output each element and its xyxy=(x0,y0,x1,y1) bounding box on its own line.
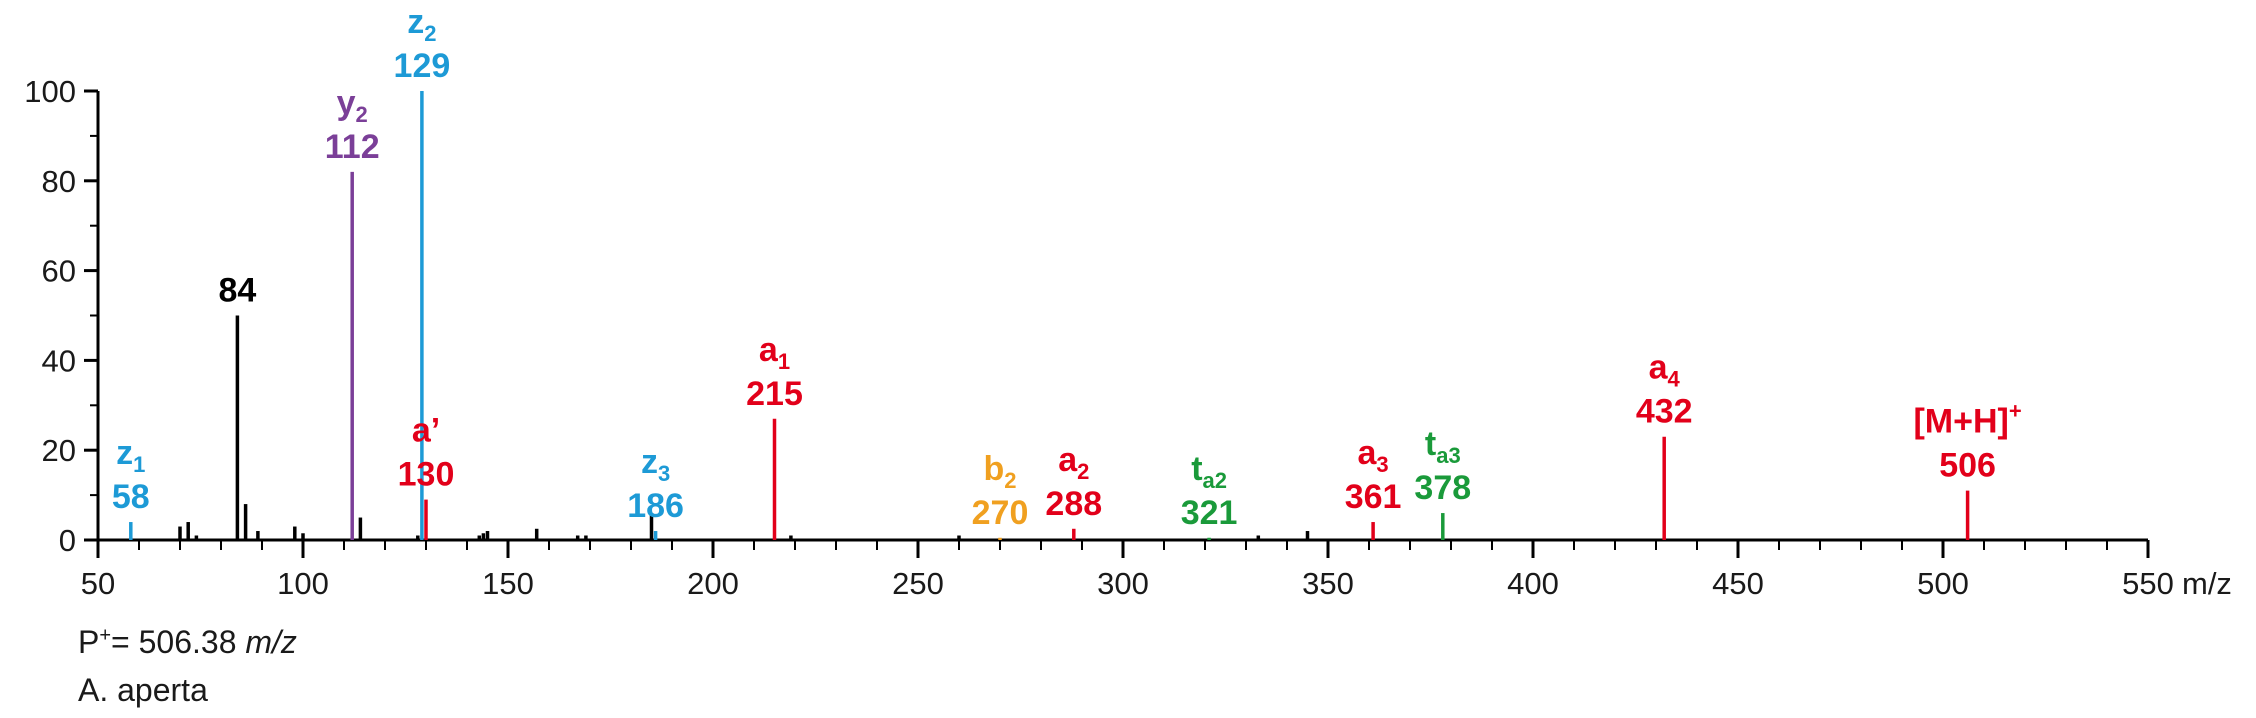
x-axis-label: m/z xyxy=(2182,566,2232,601)
y-tick-label: 60 xyxy=(42,254,76,289)
x-tick-label: 50 xyxy=(81,566,115,601)
peak-ion-361: a3 xyxy=(1358,434,1389,477)
precursor-unit: m/z xyxy=(245,624,297,660)
peak-ion-378: ta3 xyxy=(1425,425,1461,468)
x-tick-label: 550 xyxy=(2122,566,2174,601)
peak-value-270: 270 xyxy=(972,494,1029,532)
peak-value-506: 506 xyxy=(1939,447,1996,485)
peak-ion-58: z1 xyxy=(116,434,145,477)
x-tick-label: 100 xyxy=(277,566,329,601)
peak-ion-288: a2 xyxy=(1058,441,1089,484)
precursor-prefix: P xyxy=(78,624,100,660)
x-tick-label: 150 xyxy=(482,566,534,601)
peak-ion-321: ta2 xyxy=(1191,450,1227,493)
chart-axes: 50 100 150 200 250 300 350 400 450 500 550 m/z 0 20 40… xyxy=(24,74,2232,601)
x-tick-label: 250 xyxy=(892,566,944,601)
peak-ion-506: [M+H]+ xyxy=(1913,399,2021,441)
peak-value-378: 378 xyxy=(1414,469,1471,507)
peak-ion-432: a4 xyxy=(1649,349,1681,392)
peak-ion-270: b2 xyxy=(983,450,1016,493)
x-tick-label: 200 xyxy=(687,566,739,601)
peak-ion-112: y2 xyxy=(337,84,368,127)
peak-value-361: 361 xyxy=(1345,478,1402,516)
peak-value-84: 84 xyxy=(218,272,256,310)
mass-spectrum-chart: 50 100 150 200 250 300 350 400 450 500 550 m/z 0 20 40… xyxy=(24,3,2232,601)
x-tick-label: 350 xyxy=(1302,566,1354,601)
precursor-note: P+= 506.38 m/z xyxy=(78,624,297,661)
peak-value-432: 432 xyxy=(1636,393,1693,431)
peak-ion-186: z3 xyxy=(641,443,670,486)
peak-labels: 58z184112y2129z2130a’186z3215a1270b2288a… xyxy=(112,3,2022,532)
y-tick-label: 80 xyxy=(42,164,76,199)
x-tick-label: 400 xyxy=(1507,566,1559,601)
peak-value-215: 215 xyxy=(746,375,803,413)
peak-value-321: 321 xyxy=(1181,494,1238,532)
precursor-value: = 506.38 xyxy=(111,624,246,660)
peak-value-186: 186 xyxy=(627,487,684,525)
peak-ion-130: a’ xyxy=(412,412,440,450)
peak-value-58: 58 xyxy=(112,478,150,516)
x-tick-label: 450 xyxy=(1712,566,1764,601)
y-tick-label: 20 xyxy=(42,433,76,468)
peak-value-112: 112 xyxy=(325,128,380,166)
peak-ion-215: a1 xyxy=(759,331,790,374)
y-tick-label: 40 xyxy=(42,343,76,378)
x-tick-label: 500 xyxy=(1917,566,1969,601)
y-tick-label: 100 xyxy=(24,74,76,109)
peak-ion-129: z2 xyxy=(407,3,436,46)
peak-value-129: 129 xyxy=(394,47,451,85)
y-tick-label: 0 xyxy=(59,523,76,558)
x-tick-label: 300 xyxy=(1097,566,1149,601)
peak-value-130: 130 xyxy=(398,456,455,494)
peak-value-288: 288 xyxy=(1045,485,1102,523)
species-name: A. aperta xyxy=(78,672,208,708)
precursor-charge: + xyxy=(99,624,112,647)
peak-bars xyxy=(129,91,1970,540)
